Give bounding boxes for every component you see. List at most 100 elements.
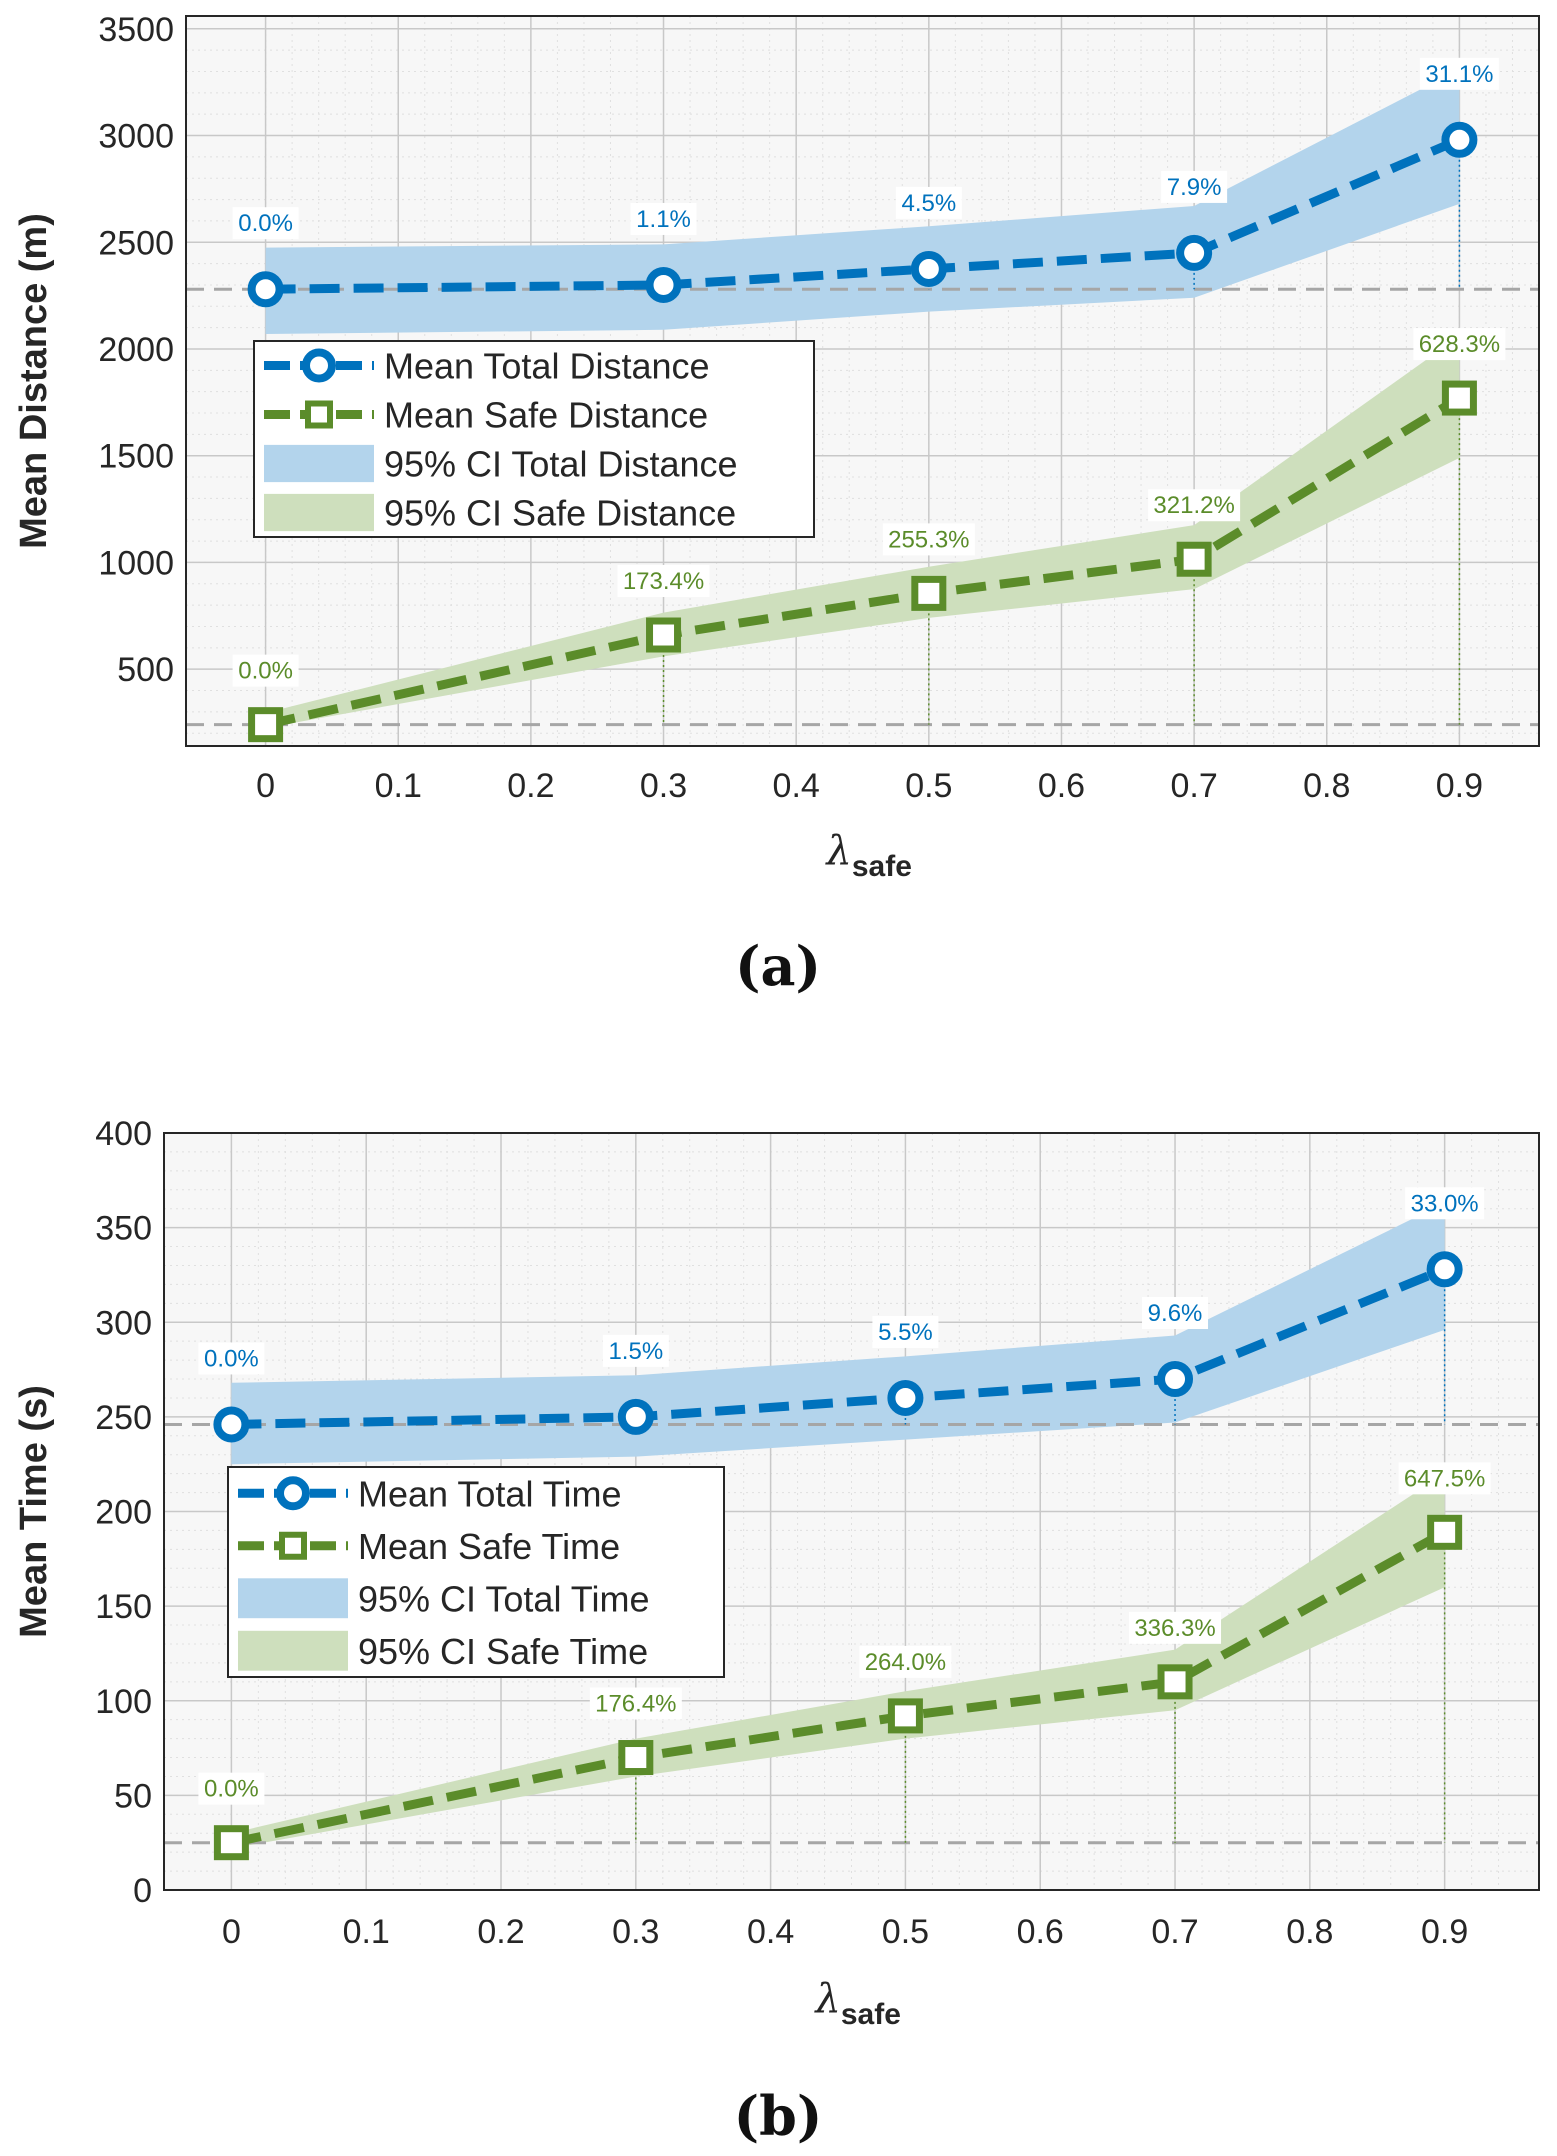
legend-marker-square xyxy=(305,400,333,429)
x-tick-label: 0.8 xyxy=(1303,767,1350,805)
y-tick-label: 250 xyxy=(95,1399,152,1437)
y-tick-label: 400 xyxy=(95,1115,152,1153)
legend-entry: Mean Total Time xyxy=(358,1473,621,1514)
annotation-bg xyxy=(1148,489,1241,522)
legend-swatch xyxy=(238,1578,348,1619)
y-tick-label: 2000 xyxy=(98,331,174,369)
marker-total xyxy=(247,271,284,308)
annotation-label: 264.0% xyxy=(865,1649,946,1676)
x-tick-label: 0.3 xyxy=(612,1913,659,1951)
x-axis-label-symbol: λ xyxy=(814,1976,841,2022)
axes-frame xyxy=(185,15,1540,747)
legend-swatch xyxy=(238,1630,348,1671)
y-tick-label: 200 xyxy=(95,1494,152,1532)
ci-band-safe xyxy=(265,336,1460,728)
y-tick-label: 350 xyxy=(95,1210,152,1248)
marker-safe xyxy=(887,1698,923,1734)
x-tick-label: 0.6 xyxy=(1038,767,1085,805)
chart-panel-b: 0 0.1 0.2 0.3 0.4 0.5 0.6 0.7 0.8 0.9 0 50 100 150 200… xyxy=(13,1115,1540,2148)
marker-total xyxy=(617,1398,654,1435)
legend-entry: 95% CI Total Distance xyxy=(384,444,738,485)
y-tick-label: 100 xyxy=(95,1683,152,1721)
x-tick-label: 0.4 xyxy=(747,1913,794,1951)
annotation-bg xyxy=(1129,1611,1222,1644)
annotation-label: 31.1% xyxy=(1425,61,1493,88)
annotation-bg xyxy=(589,1687,682,1720)
legend-entry: Mean Total Distance xyxy=(384,346,710,387)
marker-total xyxy=(910,250,947,287)
y-tick-label: 1000 xyxy=(98,544,174,582)
x-tick-label: 0.1 xyxy=(343,1913,390,1951)
marker-safe xyxy=(646,617,682,653)
annotation-label: 176.4% xyxy=(595,1691,676,1718)
marker-total xyxy=(213,1406,250,1443)
x-tick-label: 0.5 xyxy=(882,1913,929,1951)
x-tick-label: 0.2 xyxy=(477,1913,524,1951)
marker-total xyxy=(887,1379,924,1416)
y-axis-label: Mean Distance (m) xyxy=(13,213,55,549)
annotation-bg xyxy=(872,1315,939,1348)
ci-band-safe xyxy=(231,1473,1445,1849)
x-tick-label: 0.9 xyxy=(1436,767,1483,805)
marker-safe xyxy=(1176,541,1212,577)
annotation-label: 647.5% xyxy=(1404,1465,1485,1492)
annotation-bg xyxy=(895,186,962,219)
annotation-bg xyxy=(630,202,697,235)
panel-label: (b) xyxy=(734,2084,823,2148)
ci-band-total xyxy=(231,1203,1445,1465)
y-tick-label: 50 xyxy=(114,1777,152,1815)
x-tick-label: 0.2 xyxy=(507,767,554,805)
annotation-bg xyxy=(617,565,710,598)
annotation-bg xyxy=(1161,170,1228,203)
marker-total xyxy=(1176,234,1213,271)
legend-entry: 95% CI Safe Time xyxy=(358,1631,648,1672)
marker-safe xyxy=(911,575,947,611)
annotation-bg xyxy=(1398,1462,1491,1495)
x-tick-label: 0.6 xyxy=(1017,1913,1064,1951)
legend-entry: Mean Safe Distance xyxy=(384,395,708,436)
annotation-label: 173.4% xyxy=(623,568,704,595)
chart-panel-a: 0 0.1 0.2 0.3 0.4 0.5 0.6 0.7 0.8 0.9 500 1000 1500 2… xyxy=(13,11,1540,998)
legend: Mean Total Time Mean Safe Time 95% CI Tota… xyxy=(227,1466,725,1678)
y-tick-label: 3500 xyxy=(98,11,174,49)
annotation-label: 321.2% xyxy=(1153,492,1234,519)
y-axis-label: Mean Time (s) xyxy=(13,1385,55,1638)
annotation-bg xyxy=(859,1645,952,1678)
y-tick-label: 300 xyxy=(95,1304,152,1342)
annotation-bg xyxy=(1405,1187,1485,1220)
legend-entry: Mean Safe Time xyxy=(358,1526,620,1567)
legend-marker-circle xyxy=(276,1476,310,1511)
ci-band-total xyxy=(265,69,1460,335)
x-axis-label: λsafe xyxy=(825,828,912,883)
legend: Mean Total Distance Mean Safe Distance 95%… xyxy=(253,340,815,538)
y-tick-label: 500 xyxy=(117,651,174,689)
marker-total xyxy=(1426,1251,1463,1288)
annotation-bg xyxy=(232,654,299,687)
annotation-bg xyxy=(198,1772,265,1805)
annotation-label: 9.6% xyxy=(1148,1300,1203,1327)
legend-marker-circle xyxy=(302,348,336,383)
annotation-label: 0.0% xyxy=(238,658,293,685)
y-tick-label: 2500 xyxy=(98,224,174,262)
panel-label: (a) xyxy=(735,934,821,998)
legend-entry: 95% CI Safe Distance xyxy=(384,493,736,534)
annotation-label: 628.3% xyxy=(1419,331,1500,358)
annotation-label: 0.0% xyxy=(238,210,293,237)
marker-safe xyxy=(1427,1514,1463,1550)
x-tick-label: 0 xyxy=(222,1913,241,1951)
x-tick-label: 0 xyxy=(256,767,275,805)
annotation-label: 0.0% xyxy=(204,1345,259,1372)
legend-swatch xyxy=(264,493,374,532)
axes-frame xyxy=(163,1132,1540,1891)
x-tick-label: 0.4 xyxy=(773,767,820,805)
x-tick-label: 0.3 xyxy=(640,767,687,805)
annotation-bg xyxy=(602,1334,669,1367)
annotation-label: 1.5% xyxy=(608,1338,663,1365)
marker-safe xyxy=(248,707,284,743)
legend-marker-square xyxy=(279,1531,307,1560)
y-tick-label: 1500 xyxy=(98,438,174,476)
marker-safe xyxy=(213,1825,249,1861)
annotation-bg xyxy=(1413,328,1506,361)
y-tick-label: 0 xyxy=(133,1872,152,1910)
annotation-label: 33.0% xyxy=(1411,1190,1479,1217)
